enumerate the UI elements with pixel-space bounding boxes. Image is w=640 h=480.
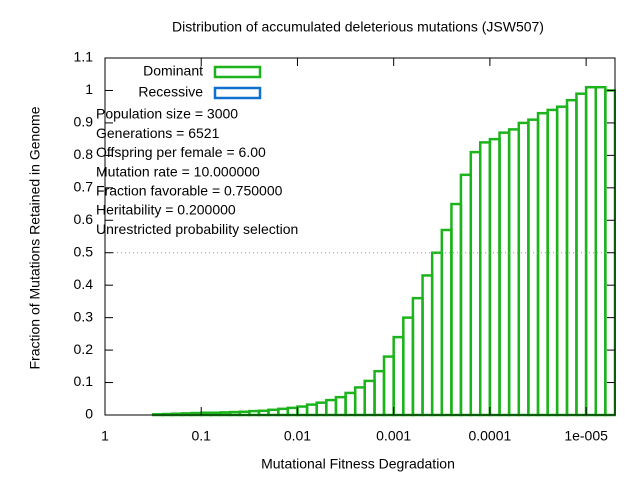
bar — [498, 131, 511, 417]
y-tick-label: 0.6 — [74, 211, 94, 227]
annotation: Mutation rate = 10.000000 — [96, 163, 260, 179]
bar — [527, 118, 540, 417]
y-tick-label: 1 — [85, 81, 93, 97]
bar — [469, 150, 482, 417]
bar — [575, 92, 588, 417]
bar — [267, 408, 280, 417]
plot-border — [104, 57, 616, 416]
bar — [459, 173, 473, 417]
x-tick-label: 1e-005 — [564, 428, 608, 444]
plot-area — [151, 85, 616, 417]
bar — [315, 401, 328, 417]
bar — [421, 274, 434, 417]
bar — [555, 105, 569, 417]
bar — [257, 409, 270, 417]
y-tick-label: 0 — [85, 406, 93, 422]
bar — [334, 395, 347, 417]
annotation: Generations = 6521 — [96, 125, 220, 141]
x-tick-label: 1 — [101, 428, 109, 444]
y-tick-label: 0.7 — [74, 179, 94, 195]
annotation: Heritability = 0.200000 — [96, 202, 236, 218]
legend-swatch — [213, 65, 262, 79]
x-tick-label: 0.1 — [191, 428, 211, 444]
bar — [488, 137, 501, 417]
x-tick-label: 0.01 — [284, 428, 311, 444]
bar — [402, 316, 415, 417]
legend-label: Dominant — [143, 63, 203, 79]
bar — [286, 406, 299, 417]
bar — [392, 335, 405, 417]
y-axis-label: Fraction of Mutations Retained in Genome — [27, 106, 43, 369]
annotation: Unrestricted probability selection — [96, 221, 298, 237]
bar — [382, 355, 395, 417]
bar — [296, 405, 309, 417]
bar — [536, 111, 549, 417]
y-tick-label: 0.1 — [74, 373, 94, 389]
bar — [430, 251, 444, 417]
y-tick-label: 0.8 — [74, 146, 94, 162]
bar — [363, 379, 376, 417]
x-tick-label: 0.0001 — [468, 428, 511, 444]
bar — [373, 369, 386, 417]
bar — [411, 296, 424, 417]
legend-label: Recessive — [138, 84, 203, 100]
bar — [353, 386, 366, 417]
y-tick-label: 0.9 — [74, 114, 94, 130]
bar — [305, 403, 318, 417]
x-tick-label: 0.001 — [376, 428, 411, 444]
bar — [565, 98, 578, 417]
y-tick-label: 0.4 — [74, 276, 94, 292]
bar — [517, 121, 530, 417]
bar — [507, 128, 521, 417]
legend-swatch — [213, 86, 262, 100]
y-tick-label: 1.1 — [74, 49, 94, 65]
bar — [325, 398, 338, 417]
bar — [277, 407, 290, 417]
y-tick-label: 0.3 — [74, 308, 94, 324]
chart-title: Distribution of accumulated deleterious … — [172, 19, 544, 35]
bar — [248, 409, 261, 417]
x-axis-label: Mutational Fitness Degradation — [261, 456, 455, 472]
bar — [546, 108, 559, 417]
bar — [478, 141, 492, 417]
bar — [440, 228, 453, 417]
annotation: Offspring per female = 6.00 — [96, 144, 266, 160]
bar — [584, 85, 598, 417]
y-tick-label: 0.2 — [74, 341, 94, 357]
bar — [450, 202, 463, 417]
annotation: Fraction favorable = 0.750000 — [96, 183, 283, 199]
annotation: Population size = 3000 — [96, 106, 238, 122]
bar — [594, 85, 607, 417]
y-tick-label: 0.5 — [74, 243, 94, 259]
bar — [344, 391, 357, 417]
